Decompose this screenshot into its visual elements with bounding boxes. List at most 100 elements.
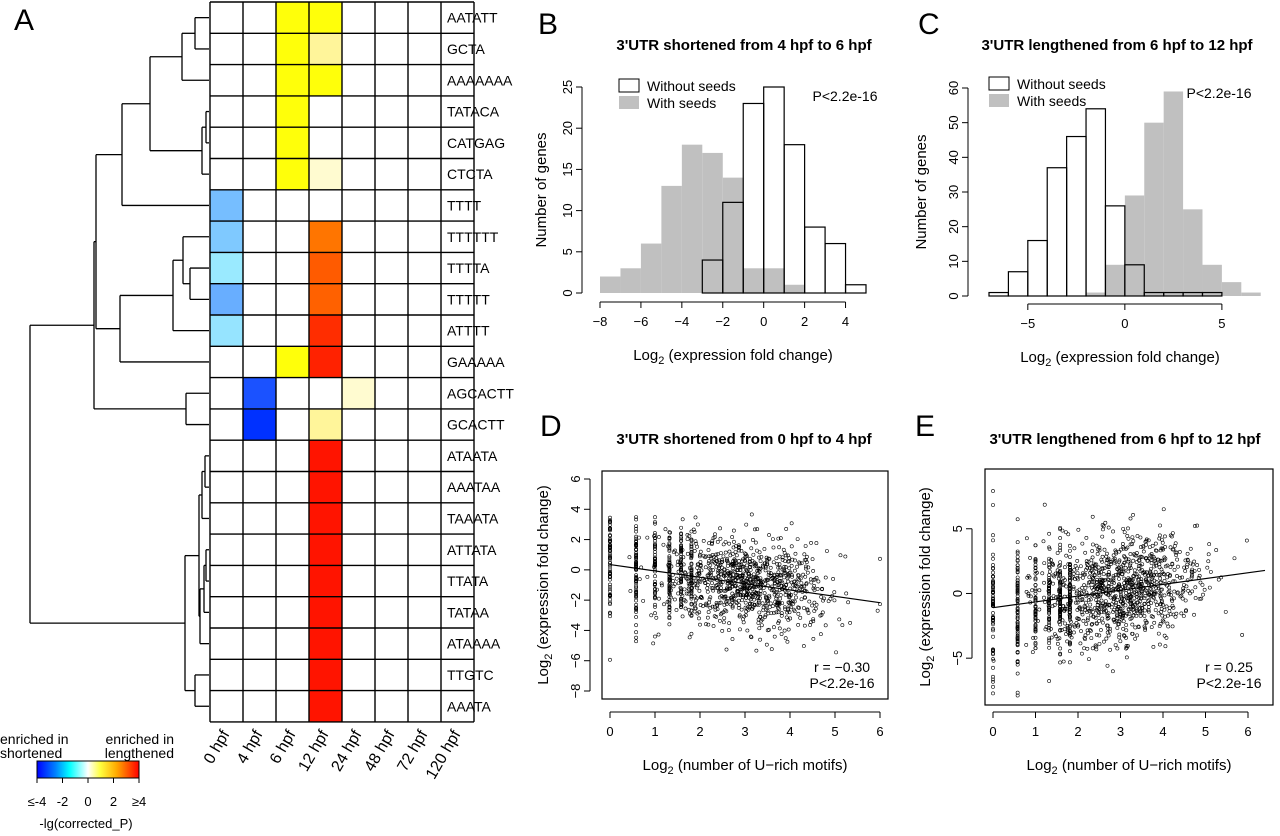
data-point <box>1134 605 1139 610</box>
data-point <box>725 587 729 592</box>
x-tick-label: 1 <box>1032 724 1039 739</box>
data-point <box>732 562 737 567</box>
data-point <box>1128 617 1133 621</box>
data-point <box>1097 641 1102 646</box>
column-label-4-hpf: 4 hpf <box>234 727 267 767</box>
data-point <box>809 580 814 585</box>
data-point <box>730 562 735 567</box>
data-point <box>1058 572 1063 577</box>
heatmap-cell-taaata-6 <box>408 502 441 535</box>
data-point <box>1056 576 1061 581</box>
data-point <box>715 602 720 607</box>
data-point <box>730 535 735 539</box>
data-point <box>1050 562 1055 566</box>
data-point <box>801 644 806 648</box>
data-point <box>653 556 657 561</box>
data-point <box>653 581 657 586</box>
data-point <box>1199 596 1204 601</box>
data-point <box>1082 604 1087 609</box>
data-point <box>741 620 746 625</box>
data-point <box>716 574 721 579</box>
data-point <box>1179 611 1184 616</box>
x-tick-label: 3 <box>741 724 748 739</box>
x-tick-label: −6 <box>634 314 649 329</box>
data-point <box>707 559 711 563</box>
data-point <box>723 550 728 555</box>
data-point <box>634 635 639 640</box>
data-point <box>1159 596 1163 600</box>
data-point <box>1073 564 1078 568</box>
data-point <box>653 574 657 579</box>
bar-without-seeds <box>1007 271 1029 297</box>
data-point <box>1156 557 1161 562</box>
data-point <box>745 586 750 591</box>
data-point <box>679 525 684 530</box>
data-point <box>1151 573 1156 578</box>
data-point <box>1117 622 1121 627</box>
bar-without-seeds <box>1104 205 1126 297</box>
heatmap-cell-tataca-2 <box>276 95 309 128</box>
data-point <box>710 553 715 557</box>
data-point <box>634 598 639 603</box>
data-point <box>608 602 612 606</box>
data-point <box>782 628 787 633</box>
data-point <box>608 526 612 531</box>
data-point <box>1068 605 1072 609</box>
regression-line <box>992 569 1266 609</box>
data-point <box>679 588 684 593</box>
data-point <box>1114 550 1119 554</box>
data-point <box>1058 615 1063 620</box>
data-point <box>731 528 736 533</box>
data-point <box>722 574 727 579</box>
data-point <box>804 564 808 569</box>
heatmap-cell-agcactt-5 <box>375 377 408 409</box>
bar-with-seeds <box>661 185 682 293</box>
data-point <box>634 639 639 644</box>
data-point <box>1112 596 1117 601</box>
data-point <box>634 630 639 635</box>
legend-swatch-without-seeds <box>618 78 640 93</box>
data-point <box>1066 627 1070 632</box>
data-point <box>1026 591 1031 596</box>
data-point <box>687 566 692 570</box>
data-point <box>1082 646 1087 651</box>
data-point <box>802 606 806 610</box>
data-point <box>1108 647 1113 652</box>
heatmap-cell-aaataa-5 <box>375 471 408 503</box>
data-point <box>751 572 756 577</box>
data-point <box>832 590 837 595</box>
data-point <box>1125 643 1130 648</box>
heatmap-cell-tttttt-7 <box>441 221 474 253</box>
heatmap-cells <box>210 2 474 722</box>
data-point <box>1202 587 1207 592</box>
heatmap-cell-catgag-3 <box>309 127 342 159</box>
data-point <box>1144 620 1149 625</box>
data-point <box>1033 646 1038 650</box>
data-point <box>634 551 639 555</box>
data-point <box>1015 613 1020 618</box>
data-point <box>695 596 699 601</box>
data-point <box>763 594 768 599</box>
x-tick-label: 5 <box>1202 724 1209 739</box>
data-point <box>1015 569 1020 574</box>
data-point <box>760 563 765 568</box>
data-point <box>1075 607 1080 612</box>
data-point <box>772 572 777 577</box>
data-point <box>1058 593 1063 598</box>
data-point <box>1114 609 1119 614</box>
data-point <box>689 561 694 566</box>
data-point <box>680 517 685 522</box>
bar-with-seeds <box>1202 264 1222 296</box>
data-point <box>1028 594 1033 599</box>
data-point <box>634 584 639 589</box>
data-point <box>634 544 639 549</box>
data-point <box>734 553 739 558</box>
data-point <box>1098 605 1103 610</box>
data-point <box>810 557 815 562</box>
data-point <box>727 621 732 626</box>
heatmap-cell-aatatt-5 <box>375 2 408 34</box>
data-point <box>1066 625 1070 630</box>
data-point <box>1216 577 1221 582</box>
data-point <box>1097 600 1101 605</box>
data-point <box>709 556 714 561</box>
